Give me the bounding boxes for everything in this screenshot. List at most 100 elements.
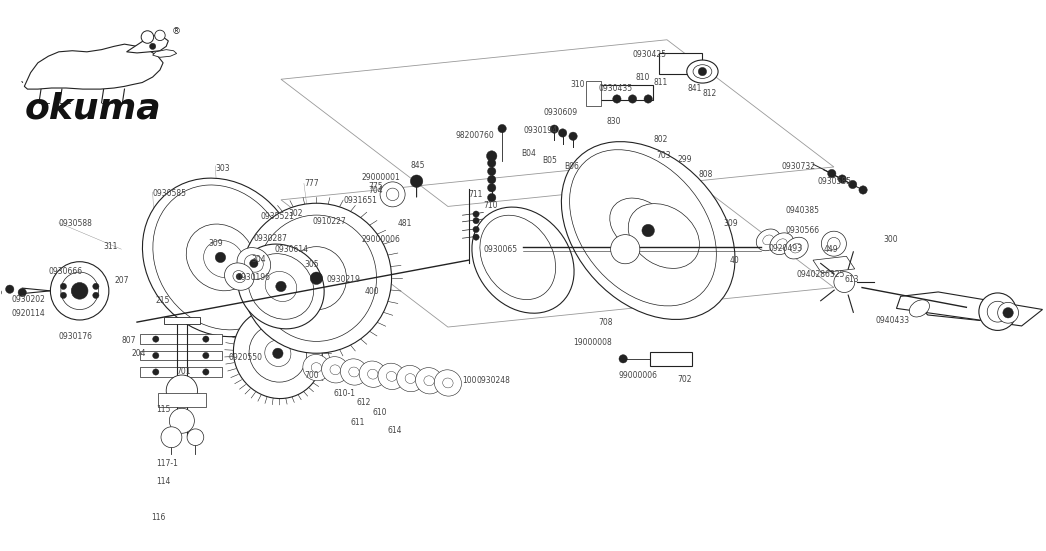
Ellipse shape [434, 370, 461, 396]
Text: 299: 299 [678, 155, 691, 164]
Ellipse shape [273, 348, 283, 359]
Ellipse shape [236, 273, 243, 280]
Text: 400: 400 [364, 287, 379, 296]
Ellipse shape [487, 159, 496, 168]
Text: 0930566: 0930566 [786, 226, 820, 235]
Ellipse shape [979, 293, 1017, 331]
Text: B06: B06 [565, 163, 579, 171]
Text: 0930609: 0930609 [544, 107, 578, 117]
Text: 703: 703 [657, 152, 672, 160]
Text: 302: 302 [289, 208, 302, 218]
Text: 610: 610 [372, 408, 387, 417]
Text: 100: 100 [462, 376, 477, 385]
Ellipse shape [613, 95, 621, 103]
Ellipse shape [834, 272, 855, 293]
Ellipse shape [187, 429, 204, 446]
Ellipse shape [1003, 307, 1014, 318]
Ellipse shape [562, 142, 735, 320]
Ellipse shape [498, 125, 506, 133]
Ellipse shape [303, 354, 331, 381]
Ellipse shape [473, 211, 479, 217]
Ellipse shape [386, 188, 399, 201]
Ellipse shape [153, 336, 159, 342]
Ellipse shape [18, 288, 26, 296]
Ellipse shape [629, 204, 700, 268]
Ellipse shape [378, 363, 405, 390]
Ellipse shape [424, 376, 434, 386]
Ellipse shape [266, 272, 297, 301]
Text: 29000006: 29000006 [361, 235, 401, 244]
Text: 0920550: 0920550 [229, 353, 263, 362]
Text: 708: 708 [598, 317, 613, 327]
Text: 116: 116 [152, 514, 166, 522]
Ellipse shape [396, 365, 424, 392]
Ellipse shape [487, 175, 496, 183]
Text: 610-1: 610-1 [333, 389, 356, 398]
Ellipse shape [644, 95, 653, 103]
Text: 0930202: 0930202 [12, 295, 46, 304]
Ellipse shape [203, 336, 209, 342]
Text: 0930176: 0930176 [59, 332, 93, 342]
Ellipse shape [142, 178, 298, 337]
Ellipse shape [166, 375, 198, 406]
Ellipse shape [203, 353, 209, 359]
Text: 207: 207 [114, 277, 129, 285]
Ellipse shape [150, 43, 156, 50]
Ellipse shape [203, 369, 209, 375]
Ellipse shape [233, 308, 322, 398]
Text: 310: 310 [570, 80, 585, 89]
Text: 98200760: 98200760 [455, 131, 494, 140]
Ellipse shape [473, 226, 479, 233]
Ellipse shape [442, 378, 453, 388]
Ellipse shape [141, 31, 154, 44]
Ellipse shape [249, 325, 306, 382]
Text: 613: 613 [844, 276, 859, 284]
Text: 845: 845 [410, 161, 425, 170]
Text: 0930219: 0930219 [326, 276, 361, 284]
Polygon shape [153, 50, 177, 57]
Ellipse shape [61, 272, 98, 310]
Text: 19000008: 19000008 [573, 338, 612, 347]
Ellipse shape [487, 193, 496, 202]
Text: okuma: okuma [24, 91, 161, 125]
Text: 0931651: 0931651 [343, 197, 378, 206]
Text: B05: B05 [542, 156, 556, 165]
Ellipse shape [386, 371, 396, 381]
Bar [651, 352, 692, 366]
Text: 0940433: 0940433 [876, 316, 910, 325]
Text: 701: 701 [177, 367, 191, 376]
Text: 614: 614 [387, 425, 402, 435]
Text: 0935521: 0935521 [260, 212, 294, 221]
Ellipse shape [642, 224, 655, 237]
Text: 481: 481 [397, 219, 412, 228]
Ellipse shape [61, 283, 67, 289]
Ellipse shape [487, 167, 496, 176]
Text: ®: ® [173, 27, 181, 36]
Bar [586, 81, 601, 106]
Text: 710: 710 [483, 201, 498, 210]
Ellipse shape [0, 288, 1, 296]
Ellipse shape [380, 182, 405, 207]
Ellipse shape [559, 129, 567, 137]
Text: 115: 115 [156, 406, 170, 414]
Text: 300: 300 [883, 235, 897, 244]
Text: 830: 830 [607, 117, 621, 127]
Text: 0930435: 0930435 [598, 84, 632, 93]
Text: 0930196: 0930196 [236, 273, 270, 282]
Polygon shape [813, 256, 855, 273]
Ellipse shape [859, 186, 867, 194]
Ellipse shape [265, 340, 291, 366]
Ellipse shape [791, 243, 801, 253]
Text: 802: 802 [654, 135, 667, 144]
Text: 0930287: 0930287 [254, 234, 288, 243]
Ellipse shape [619, 243, 632, 256]
Ellipse shape [155, 30, 165, 41]
Ellipse shape [611, 235, 640, 264]
Text: 812: 812 [703, 89, 717, 98]
Ellipse shape [340, 359, 367, 385]
Text: 0940385: 0940385 [786, 206, 820, 215]
Text: 215: 215 [156, 296, 170, 305]
Text: 807: 807 [121, 336, 136, 345]
Text: 40: 40 [729, 256, 740, 264]
Ellipse shape [848, 180, 857, 188]
